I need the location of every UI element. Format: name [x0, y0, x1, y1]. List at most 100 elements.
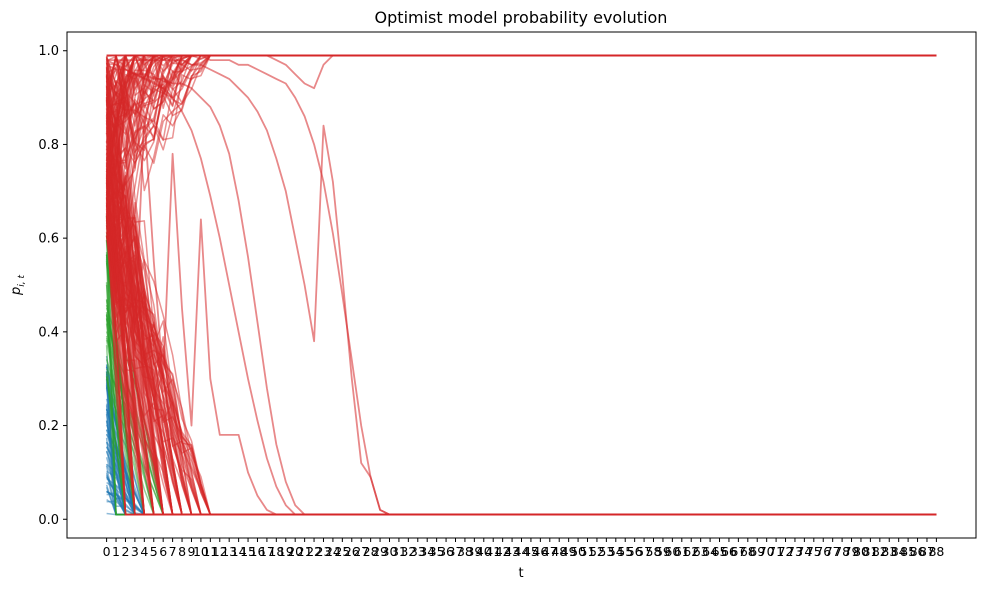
x-tick-label: 0	[103, 544, 111, 559]
x-tick-label: 16	[250, 544, 266, 559]
x-tick-label: 13	[221, 544, 237, 559]
x-tick-label: 19	[278, 544, 294, 559]
x-tick-label: 51	[580, 544, 596, 559]
x-tick-label: 28	[363, 544, 379, 559]
x-tick-label: 64	[702, 544, 718, 559]
x-tick-label: 27	[353, 544, 369, 559]
x-tick-label: 44	[514, 544, 530, 559]
x-tick-label: 31	[391, 544, 407, 559]
chart-title: Optimist model probability evolution	[375, 8, 668, 27]
x-tick-label: 88	[928, 544, 944, 559]
x-tick-label: 41	[485, 544, 501, 559]
x-tick-label: 72	[778, 544, 794, 559]
x-tick-label: 40	[476, 544, 492, 559]
x-tick-label: 82	[872, 544, 888, 559]
x-tick-label: 67	[730, 544, 746, 559]
x-tick-label: 70	[759, 544, 775, 559]
x-tick-label: 53	[598, 544, 614, 559]
x-tick-label: 1	[112, 544, 120, 559]
x-tick-label: 5	[150, 544, 158, 559]
x-tick-label: 21	[297, 544, 313, 559]
y-tick-label: 0.4	[38, 325, 59, 340]
x-tick-label: 55	[617, 544, 633, 559]
series-line-5	[106, 54, 937, 90]
x-tick-label: 12	[212, 544, 228, 559]
x-tick-label: 3	[131, 544, 139, 559]
x-tick-label: 43	[504, 544, 520, 559]
x-tick-label: 2	[121, 544, 129, 559]
y-tick-label: 0.6	[38, 232, 59, 247]
x-tick-label: 30	[382, 544, 398, 559]
x-tick-label: 18	[268, 544, 284, 559]
y-axis-label-subscript: i, t	[17, 275, 27, 287]
x-tick-label: 25	[334, 544, 350, 559]
x-tick-label: 6	[159, 544, 167, 559]
x-axis-ticks: 0 1 2 3 4 5 6 7 8 9101112131415161718192021222324…	[103, 538, 944, 559]
x-tick-label: 39	[466, 544, 482, 559]
x-tick-label: 59	[655, 544, 671, 559]
x-tick-label: 8	[178, 544, 186, 559]
series-line-6	[105, 97, 937, 516]
y-axis-ticks: 0.0 0.2 0.4 0.6 0.8 1.0	[38, 44, 67, 528]
x-tick-label: 33	[410, 544, 426, 559]
x-tick-label: 17	[259, 544, 275, 559]
x-tick-label: 81	[862, 544, 878, 559]
x-tick-label: 14	[231, 544, 247, 559]
x-tick-label: 85	[900, 544, 916, 559]
x-tick-label: 68	[740, 544, 756, 559]
x-tick-label: 60	[664, 544, 680, 559]
x-tick-label: 47	[542, 544, 558, 559]
x-tick-label: 23	[316, 544, 332, 559]
x-tick-label: 26	[344, 544, 360, 559]
x-tick-label: 37	[448, 544, 464, 559]
x-tick-label: 65	[712, 544, 728, 559]
x-tick-label: 50	[570, 544, 586, 559]
series-lines	[105, 54, 937, 516]
x-tick-label: 62	[683, 544, 699, 559]
x-tick-label: 77	[825, 544, 841, 559]
x-tick-label: 49	[561, 544, 577, 559]
x-tick-label: 29	[372, 544, 388, 559]
y-tick-label: 0.0	[38, 513, 59, 528]
x-tick-label: 10	[193, 544, 209, 559]
x-tick-label: 58	[646, 544, 662, 559]
x-tick-label: 54	[608, 544, 624, 559]
x-tick-label: 20	[287, 544, 303, 559]
x-tick-label: 15	[240, 544, 256, 559]
x-tick-label: 42	[495, 544, 511, 559]
y-axis-label-main: p	[9, 287, 24, 296]
x-tick-label: 61	[674, 544, 690, 559]
x-tick-label: 73	[787, 544, 803, 559]
x-tick-label: 22	[306, 544, 322, 559]
x-tick-label: 80	[853, 544, 869, 559]
x-tick-label: 74	[796, 544, 812, 559]
x-tick-label: 63	[693, 544, 709, 559]
x-tick-label: 69	[749, 544, 765, 559]
x-tick-label: 38	[457, 544, 473, 559]
x-tick-label: 83	[881, 544, 897, 559]
y-axis-label: pi, t	[9, 275, 27, 296]
y-tick-label: 0.8	[38, 138, 59, 153]
x-tick-label: 76	[815, 544, 831, 559]
x-tick-label: 86	[910, 544, 926, 559]
x-tick-label: 9	[187, 544, 195, 559]
x-tick-label: 57	[636, 544, 652, 559]
x-tick-label: 56	[627, 544, 643, 559]
y-tick-label: 0.2	[38, 419, 59, 434]
x-tick-label: 34	[419, 544, 435, 559]
x-tick-label: 36	[438, 544, 454, 559]
x-tick-label: 11	[202, 544, 218, 559]
x-tick-label: 78	[834, 544, 850, 559]
x-tick-label: 71	[768, 544, 784, 559]
x-tick-label: 45	[523, 544, 539, 559]
x-tick-label: 66	[721, 544, 737, 559]
x-tick-label: 75	[806, 544, 822, 559]
x-axis-label: t	[518, 566, 523, 581]
x-tick-label: 84	[891, 544, 907, 559]
x-tick-label: 24	[325, 544, 341, 559]
x-tick-label: 52	[589, 544, 605, 559]
y-tick-label: 1.0	[38, 44, 59, 59]
x-tick-label: 4	[140, 544, 148, 559]
x-tick-label: 46	[532, 544, 548, 559]
